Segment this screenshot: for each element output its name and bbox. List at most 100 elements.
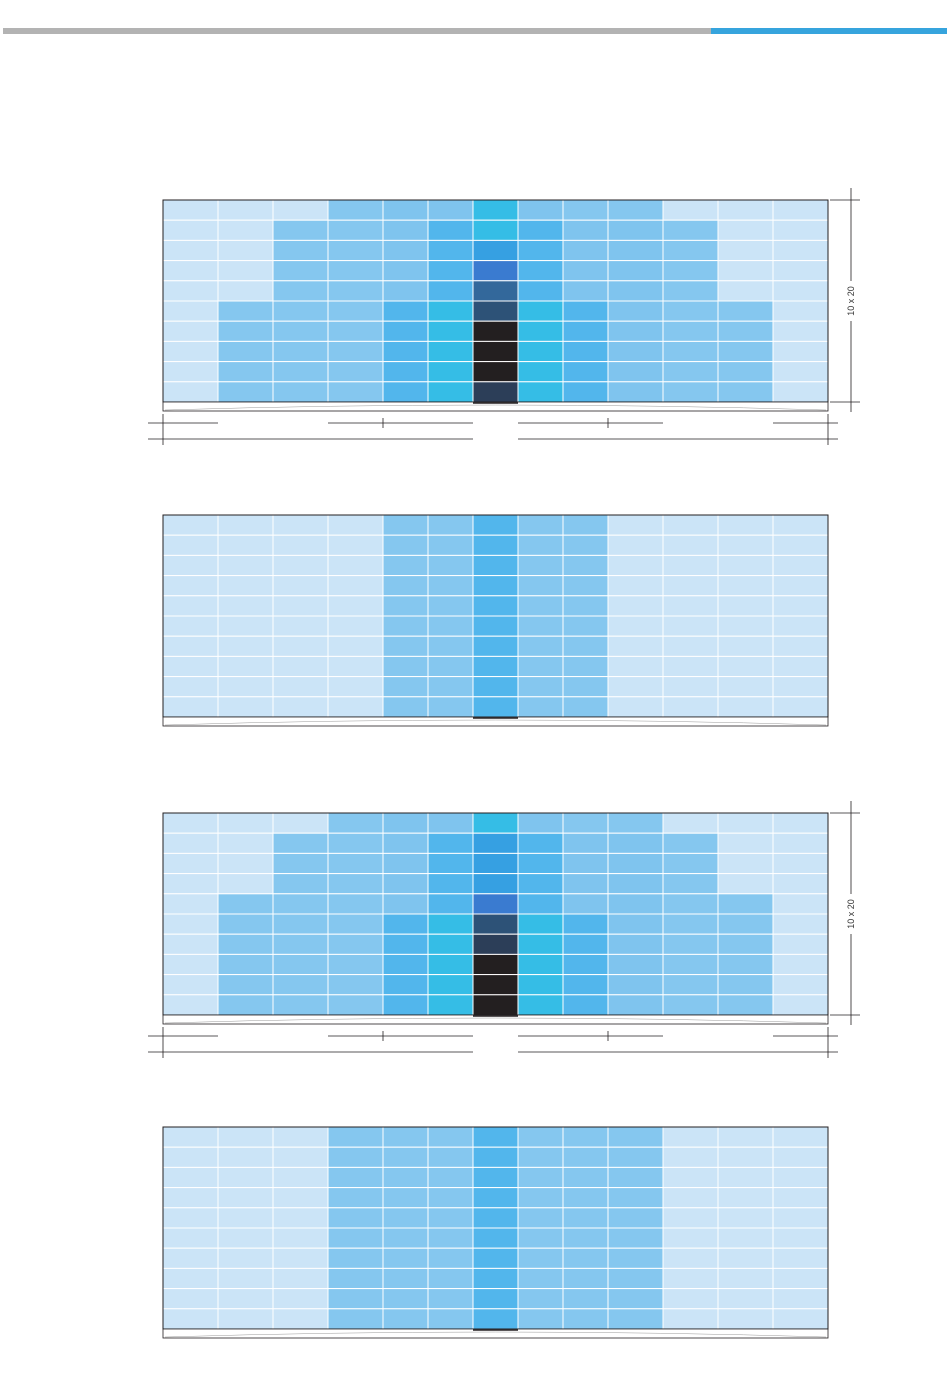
grid-cell bbox=[717, 953, 774, 976]
grid-cell bbox=[772, 676, 829, 698]
dimension-label: 10 x 20 bbox=[846, 899, 856, 929]
grid-cell bbox=[472, 953, 519, 976]
grid-cell bbox=[427, 381, 474, 403]
grid-cell bbox=[517, 696, 564, 718]
grid-cell bbox=[427, 1187, 474, 1209]
grid-cell bbox=[272, 1288, 329, 1310]
grid-cell bbox=[517, 994, 564, 1016]
grid-cell bbox=[772, 1146, 829, 1168]
grid-cell bbox=[327, 320, 384, 342]
grid-cell bbox=[327, 913, 384, 935]
grid-cell bbox=[662, 199, 719, 221]
grid-cell bbox=[607, 361, 664, 383]
grid-cell bbox=[272, 812, 329, 834]
grid-cell bbox=[472, 575, 519, 597]
grid-cell bbox=[427, 534, 474, 556]
grid-cell bbox=[662, 1288, 719, 1310]
grid-cell bbox=[607, 812, 664, 834]
grid-cell bbox=[607, 1288, 664, 1310]
grid-cell bbox=[382, 1187, 429, 1209]
grid-cell bbox=[427, 974, 474, 996]
grid-cell bbox=[217, 852, 274, 875]
grid-cell bbox=[382, 832, 429, 854]
grid-cell bbox=[772, 280, 829, 302]
grid-cell bbox=[607, 655, 664, 678]
grid-cell bbox=[272, 554, 329, 577]
grid-cell bbox=[272, 913, 329, 935]
grid-cell bbox=[217, 953, 274, 976]
grid-cell bbox=[162, 381, 219, 403]
grid-cell bbox=[162, 340, 219, 363]
grid-cell bbox=[717, 913, 774, 935]
grid-cell bbox=[382, 514, 429, 536]
grid-cell bbox=[272, 1126, 329, 1148]
grid-cell bbox=[562, 554, 609, 577]
grid-cell bbox=[607, 381, 664, 403]
grid-cell bbox=[272, 320, 329, 342]
grid-cell bbox=[662, 280, 719, 302]
grid-cell bbox=[717, 1207, 774, 1229]
grid-cell bbox=[217, 676, 274, 698]
grid-cell bbox=[662, 676, 719, 698]
light-grid-diagram-4 bbox=[162, 1126, 829, 1339]
grid-cell bbox=[662, 1247, 719, 1269]
grid-cell bbox=[327, 280, 384, 302]
grid-cell bbox=[217, 615, 274, 637]
grid-cell bbox=[607, 1247, 664, 1269]
dimension-label: 10 x 20 bbox=[846, 286, 856, 316]
grid-cell bbox=[772, 1247, 829, 1269]
grid-cell bbox=[217, 1247, 274, 1269]
grid-cell bbox=[427, 655, 474, 678]
grid-cell bbox=[562, 832, 609, 854]
grid-cell bbox=[327, 219, 384, 241]
top-rule-blue bbox=[711, 28, 947, 34]
grid-cell bbox=[662, 953, 719, 976]
grid-cell bbox=[272, 832, 329, 854]
grid-cell bbox=[162, 534, 219, 556]
grid-cell bbox=[217, 1288, 274, 1310]
grid-cell bbox=[662, 320, 719, 342]
grid-cell bbox=[217, 260, 274, 282]
grid-cell bbox=[607, 913, 664, 935]
grid-cell bbox=[427, 361, 474, 383]
grid-cell bbox=[272, 974, 329, 996]
grid-cell bbox=[662, 1227, 719, 1249]
grid-cell bbox=[327, 852, 384, 875]
grid-cell bbox=[562, 933, 609, 955]
light-curve bbox=[164, 404, 827, 411]
grid-cell bbox=[662, 1166, 719, 1189]
grid-cell bbox=[562, 1267, 609, 1290]
grid-cell bbox=[427, 340, 474, 363]
grid-cell bbox=[662, 239, 719, 262]
grid-cell bbox=[327, 1187, 384, 1209]
grid-cell bbox=[272, 655, 329, 678]
grid-cell bbox=[662, 1146, 719, 1168]
grid-cell bbox=[327, 873, 384, 895]
grid-cell bbox=[272, 361, 329, 383]
grid-cell bbox=[717, 340, 774, 363]
grid-cell bbox=[517, 615, 564, 637]
grid-cell bbox=[162, 320, 219, 342]
grid-cell bbox=[717, 1187, 774, 1209]
grid-cell bbox=[717, 514, 774, 536]
grid-cell bbox=[517, 595, 564, 617]
grid-cell bbox=[662, 994, 719, 1016]
grid-cell bbox=[472, 893, 519, 915]
grid-cell bbox=[327, 696, 384, 718]
grid-cell bbox=[517, 361, 564, 383]
light-curve bbox=[164, 1017, 827, 1024]
grid-cell bbox=[382, 953, 429, 976]
grid-cell bbox=[382, 534, 429, 556]
grid-cell bbox=[382, 1288, 429, 1310]
grid-cell bbox=[562, 655, 609, 678]
grid-cell bbox=[217, 913, 274, 935]
grid-cell bbox=[772, 554, 829, 577]
grid-cell bbox=[272, 1146, 329, 1168]
grid-cell bbox=[382, 1166, 429, 1189]
grid-cell bbox=[517, 320, 564, 342]
grid-cell bbox=[772, 873, 829, 895]
grid-cell bbox=[427, 615, 474, 637]
grid-cell bbox=[717, 812, 774, 834]
grid-cell bbox=[327, 635, 384, 657]
grid-cell bbox=[517, 812, 564, 834]
